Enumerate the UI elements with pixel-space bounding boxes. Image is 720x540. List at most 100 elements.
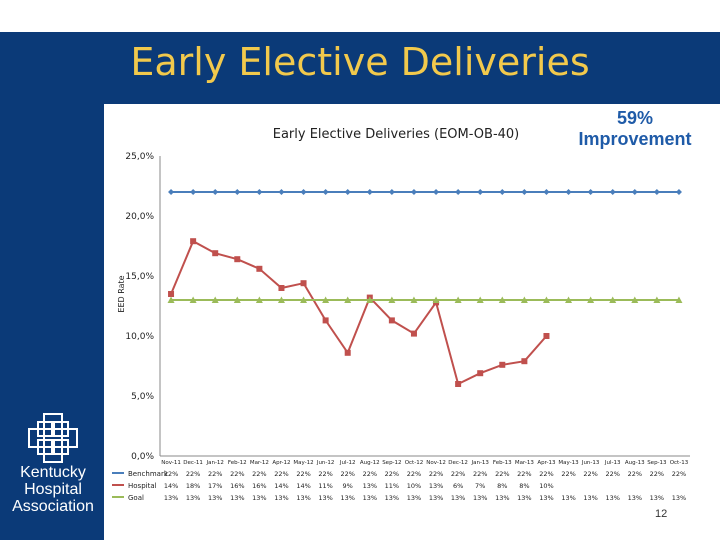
table-cell: 13% bbox=[628, 494, 642, 502]
logo-line-3: Association bbox=[12, 498, 94, 515]
x-tick-label: Mar-12 bbox=[250, 460, 269, 466]
table-cell: 13% bbox=[429, 482, 443, 490]
point-goal bbox=[167, 296, 175, 303]
point-benchmark bbox=[256, 189, 263, 195]
point-goal bbox=[410, 296, 418, 303]
point-hospital bbox=[168, 291, 175, 297]
data-table: Nov-11 Dec-11 Jan-12 Feb-12 Mar-12 Apr-12 May-… bbox=[112, 460, 689, 502]
point-benchmark bbox=[212, 189, 219, 195]
logo-line-2: Hospital bbox=[24, 481, 82, 498]
x-tick-label: Feb-12 bbox=[228, 460, 247, 466]
point-goal bbox=[300, 296, 308, 303]
table-cell: 22% bbox=[186, 470, 200, 478]
x-tick-label: Sep-13 bbox=[647, 460, 667, 466]
legend-label: Goal bbox=[128, 494, 144, 502]
table-cell: 10% bbox=[539, 482, 553, 490]
point-hospital bbox=[521, 358, 528, 365]
point-benchmark bbox=[587, 189, 594, 195]
point-hospital bbox=[256, 265, 263, 272]
table-cell: 13% bbox=[230, 494, 244, 502]
table-cell: 22% bbox=[650, 470, 664, 478]
page-number: 12 bbox=[655, 508, 668, 520]
y-axis-label: EED Rate bbox=[117, 275, 126, 312]
table-cell: 22% bbox=[407, 470, 421, 478]
x-tick-label: Feb-13 bbox=[493, 460, 512, 466]
y-tick-label: 25,0% bbox=[125, 152, 154, 162]
table-cell: 22% bbox=[252, 470, 266, 478]
point-benchmark bbox=[565, 189, 572, 195]
table-cell: 14% bbox=[274, 482, 288, 490]
table-cell: 13% bbox=[451, 494, 465, 502]
table-cell: 22% bbox=[561, 470, 575, 478]
table-cell: 13% bbox=[561, 494, 575, 502]
table-cell: 10% bbox=[407, 482, 421, 490]
x-tick-label: Aug-13 bbox=[625, 460, 645, 466]
table-cell: 9% bbox=[343, 482, 353, 490]
point-goal bbox=[542, 296, 550, 303]
point-benchmark bbox=[521, 189, 528, 195]
point-goal bbox=[233, 296, 241, 303]
table-cell: 22% bbox=[451, 470, 465, 478]
y-tick-label: 5,0% bbox=[131, 392, 154, 402]
x-tick-label: Jul-12 bbox=[339, 460, 356, 466]
table-cell: 6% bbox=[453, 482, 463, 490]
point-benchmark bbox=[168, 189, 175, 195]
table-cell: 16% bbox=[230, 482, 244, 490]
point-benchmark bbox=[499, 189, 506, 195]
table-cell: 13% bbox=[252, 494, 266, 502]
table-cell: 13% bbox=[539, 494, 553, 502]
left-band bbox=[0, 104, 104, 540]
x-tick-label: Dec-12 bbox=[448, 460, 468, 466]
point-hospital bbox=[477, 370, 484, 377]
x-tick-label: Nov-11 bbox=[161, 460, 181, 466]
x-tick-label: Sep-12 bbox=[382, 460, 401, 466]
x-tick-label: Jun-12 bbox=[316, 460, 335, 466]
table-cell: 13% bbox=[429, 494, 443, 502]
point-hospital bbox=[234, 256, 241, 263]
x-tick-label: Dec-11 bbox=[183, 460, 203, 466]
x-tick-label: Aug-12 bbox=[360, 460, 380, 466]
x-tick-label: Oct-12 bbox=[405, 460, 424, 466]
point-goal bbox=[277, 296, 285, 303]
point-benchmark bbox=[410, 189, 417, 195]
point-hospital bbox=[212, 250, 219, 257]
point-benchmark bbox=[455, 189, 462, 195]
table-cell: 22% bbox=[628, 470, 642, 478]
x-tick-label: Apr-12 bbox=[272, 460, 290, 466]
legend-label: Benchmark bbox=[128, 470, 169, 478]
y-tick-label: 15,0% bbox=[125, 272, 154, 282]
table-cell: 13% bbox=[495, 494, 509, 502]
table-cell: 13% bbox=[650, 494, 664, 502]
improvement-callout: 59% Improvement bbox=[560, 108, 710, 150]
point-goal bbox=[388, 296, 396, 303]
point-hospital bbox=[499, 361, 506, 368]
table-cell: 11% bbox=[385, 482, 399, 490]
point-hospital bbox=[190, 238, 197, 245]
table-cell: 22% bbox=[517, 470, 531, 478]
table-cell: 22% bbox=[473, 470, 487, 478]
table-cell: 22% bbox=[539, 470, 553, 478]
table-cell: 22% bbox=[340, 470, 354, 478]
point-goal bbox=[432, 296, 440, 303]
series-line-hospital bbox=[170, 239, 548, 386]
table-cell: 13% bbox=[208, 494, 222, 502]
table-cell: 16% bbox=[252, 482, 266, 490]
table-cell: 13% bbox=[605, 494, 619, 502]
table-cell: 13% bbox=[385, 494, 399, 502]
point-hospital bbox=[455, 381, 462, 387]
top-band bbox=[0, 0, 720, 32]
logo-text: Kentucky Hospital Association bbox=[8, 464, 98, 515]
point-hospital bbox=[300, 280, 307, 287]
point-goal bbox=[675, 296, 683, 303]
point-benchmark bbox=[675, 189, 682, 195]
point-benchmark bbox=[631, 189, 638, 195]
series-lines bbox=[167, 189, 683, 387]
table-cell: 22% bbox=[164, 470, 178, 478]
point-hospital bbox=[344, 349, 351, 356]
x-tick-label: Apr-13 bbox=[537, 460, 556, 466]
point-benchmark bbox=[300, 189, 307, 195]
point-benchmark bbox=[609, 189, 616, 195]
point-benchmark bbox=[190, 189, 197, 195]
point-goal bbox=[476, 296, 484, 303]
table-cell: 22% bbox=[605, 470, 619, 478]
